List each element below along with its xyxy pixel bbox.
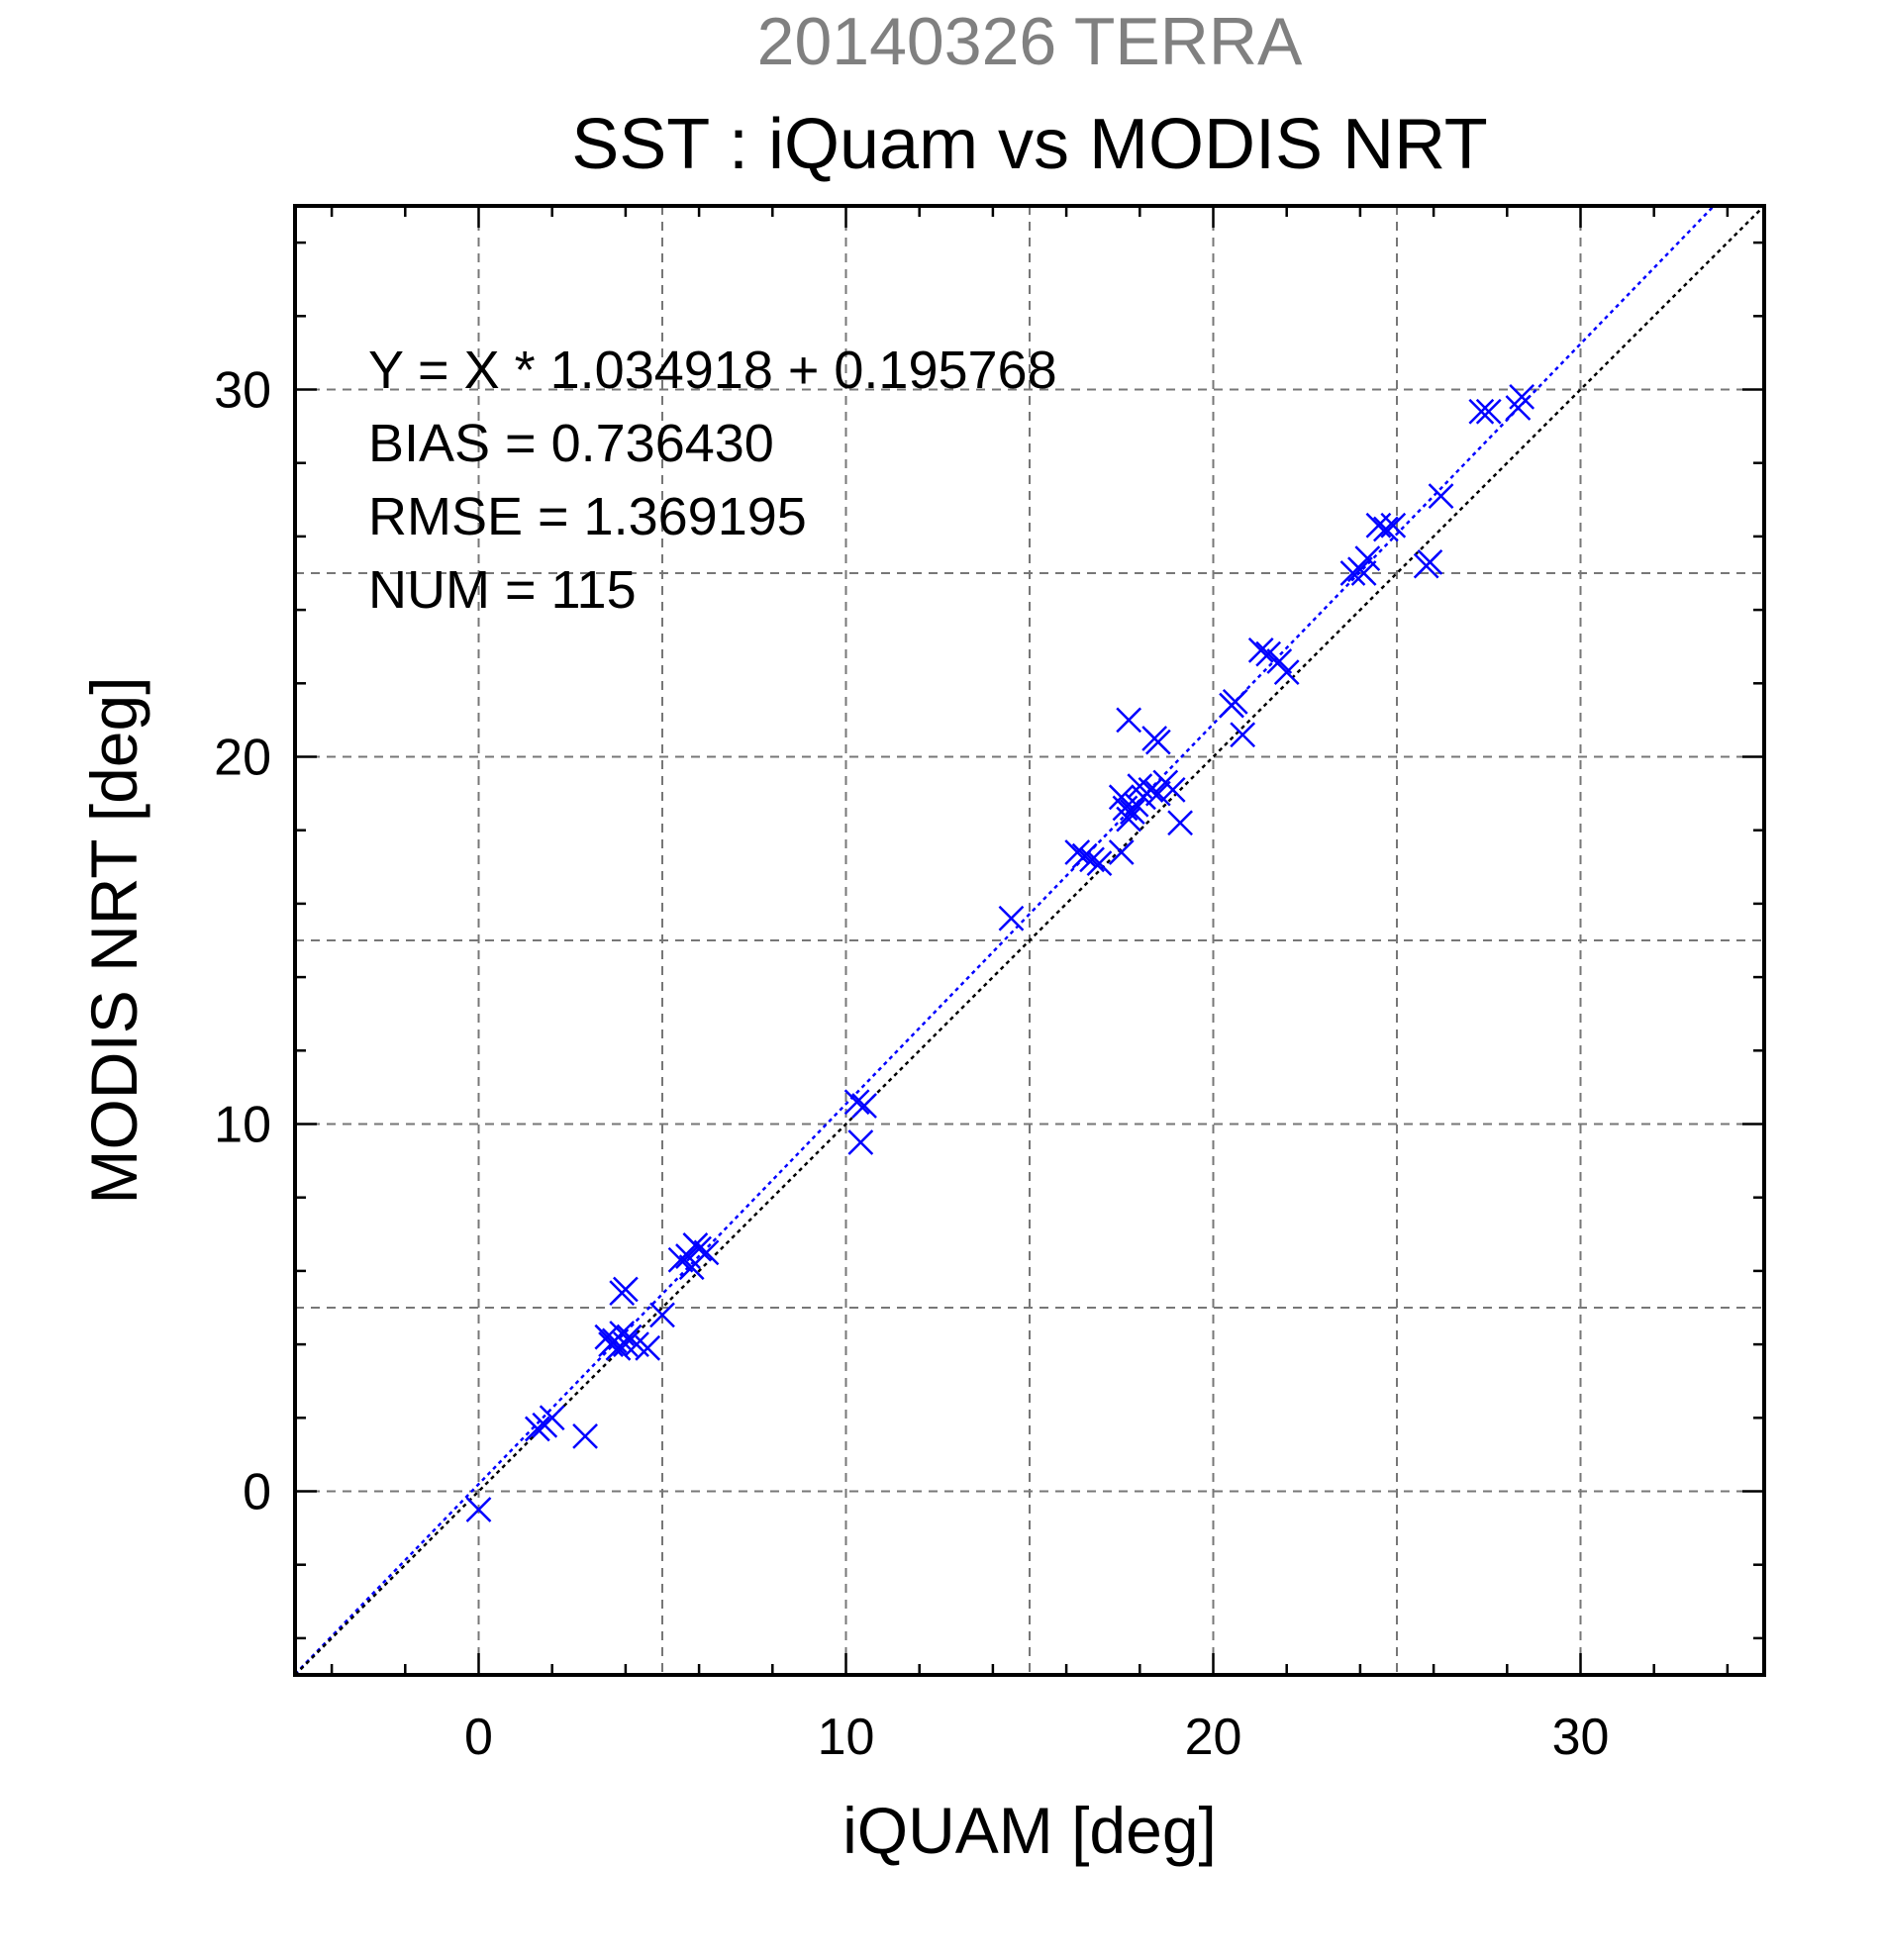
data-point: [649, 1302, 675, 1328]
data-point: [1380, 512, 1407, 539]
chart-subtitle: 20140326 TERRA: [757, 4, 1303, 79]
data-point: [1247, 637, 1274, 663]
reference-lines: [294, 205, 1765, 1676]
x-tick-label: 10: [818, 1709, 875, 1766]
data-point: [635, 1334, 661, 1361]
identity-line: [294, 205, 1765, 1676]
data-point: [1138, 777, 1164, 803]
data-point: [1064, 839, 1091, 865]
data-point: [998, 905, 1025, 931]
stat-equation: Y = X * 1.034918 + 0.195768: [368, 341, 1057, 400]
y-tick-label: 10: [214, 1097, 271, 1154]
data-point: [1475, 398, 1502, 425]
plot-frame: [293, 204, 1766, 1677]
data-point: [1273, 659, 1300, 686]
stat-num: NUM = 115: [368, 560, 637, 620]
data-point: [1079, 846, 1105, 873]
data-point: [686, 1235, 712, 1262]
data-point: [1365, 512, 1392, 539]
data-point: [539, 1405, 565, 1431]
data-point: [1350, 560, 1377, 586]
data-point: [851, 1093, 877, 1119]
data-point: [613, 1276, 639, 1303]
stat-rmse: RMSE = 1.369195: [368, 487, 807, 546]
data-point: [1266, 648, 1293, 674]
stat-bias: BIAS = 0.736430: [368, 414, 774, 473]
data-point: [847, 1129, 874, 1155]
data-point: [1159, 777, 1186, 803]
data-point: [1116, 707, 1142, 734]
data-point: [1144, 729, 1171, 755]
y-tick-label: 0: [243, 1464, 271, 1521]
data-point: [1509, 384, 1535, 410]
y-tick-label: 20: [214, 730, 271, 787]
data-point: [524, 1416, 550, 1442]
tick-labels: 0 10 20 30 0 10 20 30: [214, 362, 1609, 1767]
data-point: [1119, 799, 1145, 826]
data-point: [1116, 806, 1142, 833]
y-axis-label: MODIS NRT [deg]: [77, 676, 150, 1204]
data-point: [1144, 780, 1171, 807]
data-point: [1222, 688, 1248, 715]
data-point: [1167, 810, 1193, 836]
y-tick-label: 30: [214, 362, 271, 420]
chart-title: SST : iQuam vs MODIS NRT: [571, 105, 1488, 184]
data-point: [1428, 483, 1454, 509]
data-point: [843, 1089, 870, 1116]
grid: [295, 206, 1764, 1675]
data-points: [465, 384, 1535, 1522]
x-tick-label: 20: [1185, 1709, 1242, 1766]
data-point: [613, 1331, 639, 1357]
x-tick-label: 0: [464, 1709, 493, 1766]
data-point: [1086, 850, 1113, 876]
data-point: [1230, 722, 1256, 748]
x-tick-label: 30: [1552, 1709, 1610, 1766]
data-point: [1071, 842, 1098, 869]
data-point: [1108, 839, 1135, 865]
data-point: [465, 1497, 492, 1522]
data-point: [1354, 545, 1381, 572]
data-point: [1372, 516, 1399, 542]
data-point: [1468, 398, 1495, 425]
x-axis-label: iQUAM [deg]: [842, 1794, 1217, 1867]
data-point: [1417, 548, 1443, 575]
data-point: [572, 1422, 598, 1449]
data-point: [678, 1254, 705, 1281]
